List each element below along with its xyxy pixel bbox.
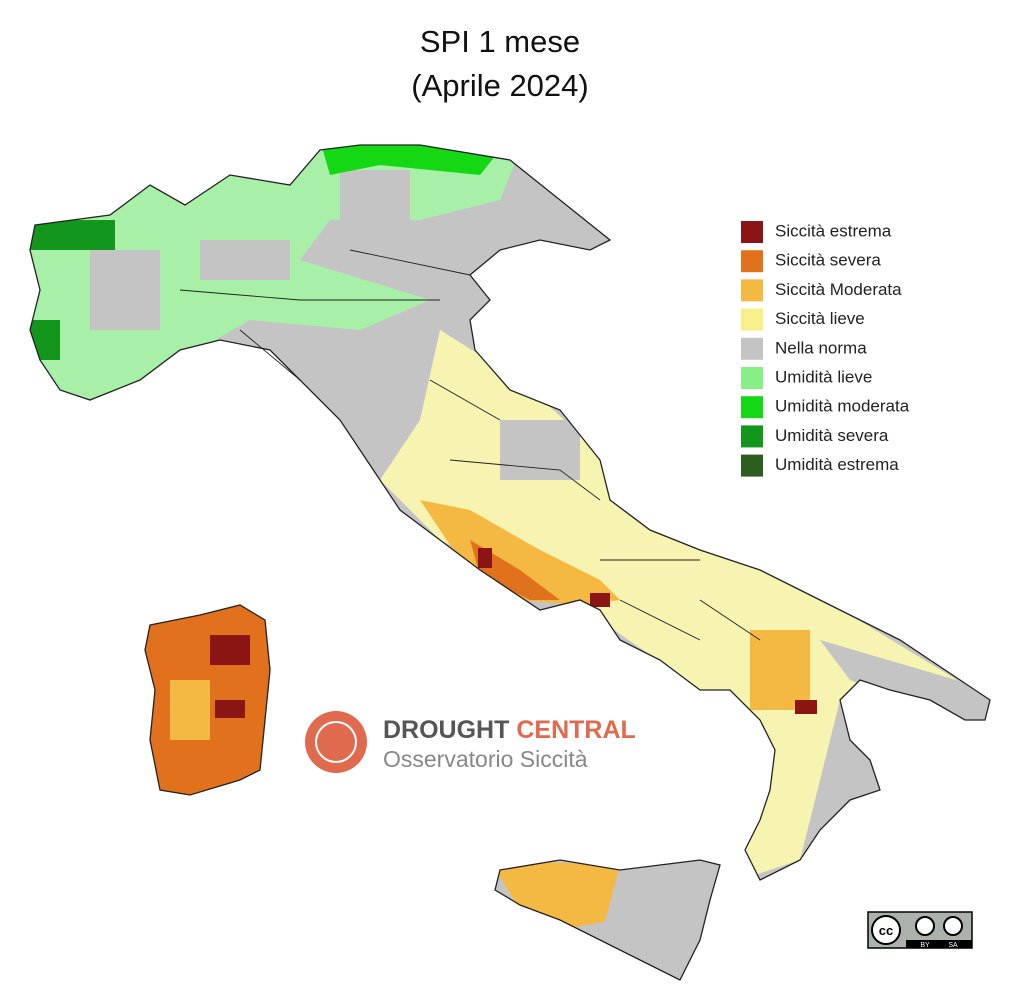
cc-text: cc (879, 923, 893, 938)
sicily-outline (494, 859, 721, 981)
outlines (29, 144, 991, 981)
legend-swatch (741, 367, 763, 389)
legend-swatch (741, 308, 763, 331)
legend-swatch (741, 454, 763, 477)
legend-swatch (741, 279, 763, 302)
dry-moderate-area (490, 860, 620, 940)
dry-extreme-area (795, 700, 817, 714)
normal-patch (340, 170, 410, 230)
sardinia-outline (144, 604, 271, 796)
legend-swatch (741, 221, 763, 243)
logo: DROUGHT CENTRAL Osservatorio Siccità (305, 711, 636, 773)
legend-label: Siccità Moderata (775, 280, 902, 299)
sa-text: SA (948, 942, 958, 949)
legend-label: Siccità lieve (775, 309, 865, 328)
logo-title: DROUGHT CENTRAL (383, 716, 636, 744)
normal-patch (820, 640, 990, 720)
legend-swatch (741, 337, 763, 360)
legend-label: Umidità severa (775, 426, 889, 445)
logo-subtitle: Osservatorio Siccità (383, 746, 588, 772)
legend-label: Umidità estrema (775, 455, 899, 474)
legend-swatch (741, 425, 763, 448)
normal-patch (500, 420, 580, 480)
dry-extreme-area (215, 700, 245, 718)
dry-extreme-area (590, 593, 610, 607)
dry-extreme-area (210, 635, 250, 665)
license-strip (906, 940, 972, 948)
legend-label: Umidità moderata (775, 397, 910, 416)
wet-severe-area (30, 220, 115, 250)
wet-severe-area (30, 320, 60, 360)
legend-label: Siccità severa (775, 251, 881, 270)
logo-badge (305, 711, 367, 773)
mainland-outline (29, 144, 991, 881)
logo-word: CENTRAL (516, 716, 635, 744)
dry-extreme-area (478, 548, 492, 568)
region-borders (179, 249, 761, 641)
by-text: BY (920, 942, 930, 949)
dry-moderate-area (750, 630, 810, 710)
legend-label: Umidità lieve (775, 367, 872, 386)
legend-label: Nella norma (775, 338, 867, 357)
title-line: (Aprile 2024) (411, 68, 588, 103)
legend-swatch (741, 396, 763, 419)
normal-patch (560, 900, 720, 980)
logo-word: DROUGHT (383, 716, 509, 744)
by-icon (915, 916, 935, 936)
dry-moderate-area (170, 680, 210, 740)
title-line: SPI 1 mese (420, 24, 580, 59)
license-badge: cc BY SA (867, 911, 973, 949)
legend: Siccità estrema Siccità severa Siccità Mod… (741, 221, 910, 477)
cc-icon (871, 915, 901, 945)
dry-moderate-area (420, 500, 620, 605)
normal-patch (200, 240, 290, 280)
legend-label: Siccità estrema (775, 221, 892, 240)
normal-patch (90, 250, 160, 330)
legend-swatch (741, 250, 763, 273)
dry-severe-area (470, 540, 560, 600)
sa-icon (943, 916, 963, 936)
logo-ring (315, 721, 357, 763)
